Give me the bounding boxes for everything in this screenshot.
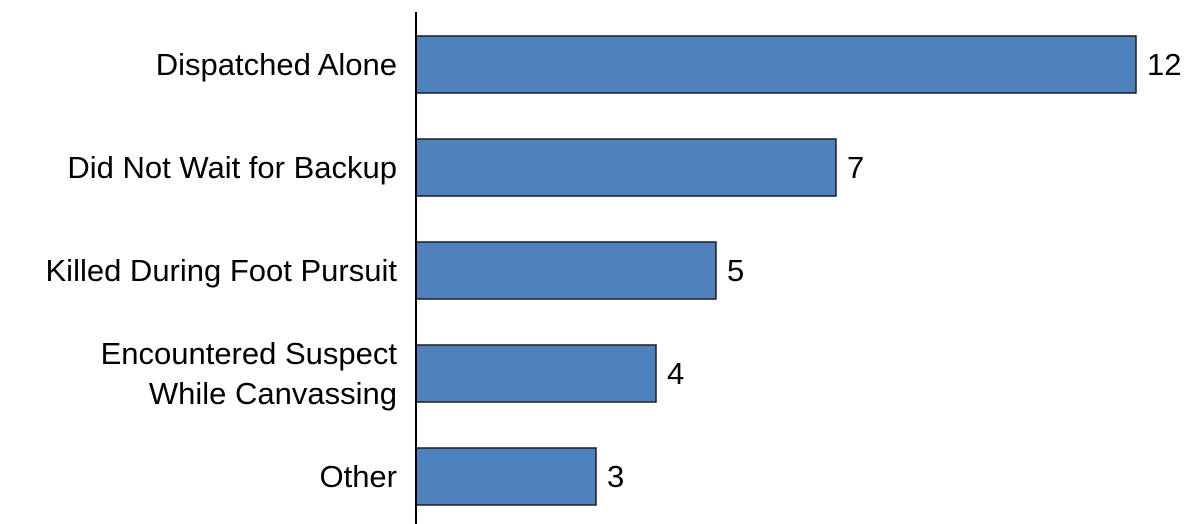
category-label-0: Dispatched Alone [156, 47, 397, 82]
category-label-1: Did Not Wait for Backup [67, 150, 397, 185]
category-label-3-line-1: While Canvassing [149, 376, 397, 411]
data-label-2: 5 [727, 253, 744, 288]
data-label-1: 7 [847, 150, 864, 185]
data-label-3: 4 [667, 356, 684, 391]
data-label-0: 12 [1147, 47, 1181, 82]
category-label-2: Killed During Foot Pursuit [46, 253, 398, 288]
bar-2 [415, 241, 717, 300]
bar-3 [415, 344, 657, 403]
category-label-3-line-0: Encountered Suspect [101, 336, 398, 371]
plot-area: 12 Dispatched Alone 7 Did Not Wait for Back… [46, 35, 1181, 506]
bar-1 [415, 138, 837, 197]
category-label-4: Other [319, 459, 397, 494]
bar-0 [415, 35, 1137, 94]
bar-4 [415, 447, 597, 506]
data-label-4: 3 [607, 459, 624, 494]
